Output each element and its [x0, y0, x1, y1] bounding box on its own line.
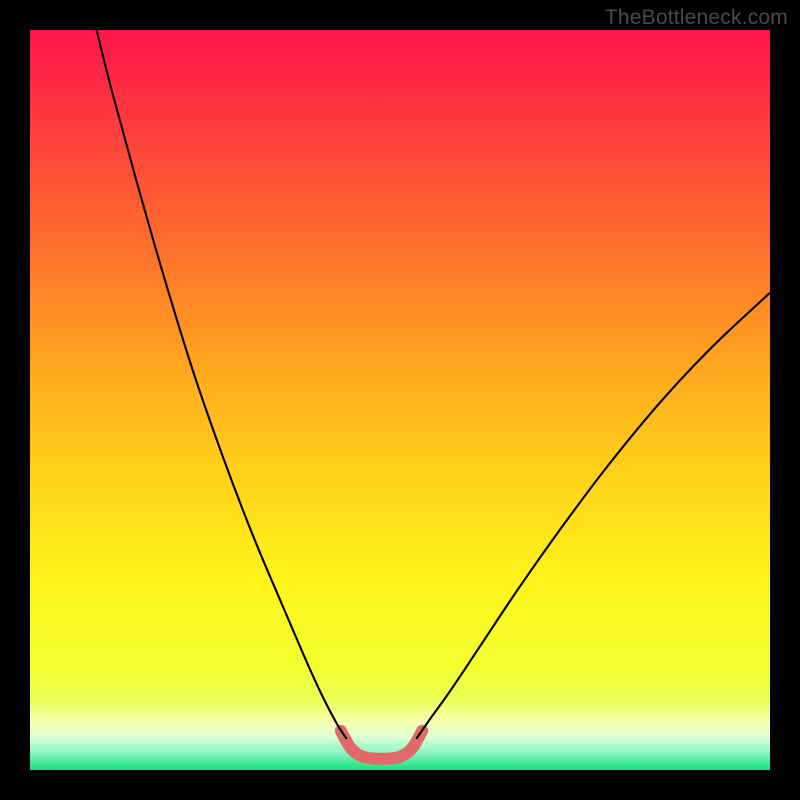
- figure-root: TheBottleneck.com: [0, 0, 800, 800]
- plot-area-gradient: [30, 30, 770, 770]
- watermark-text: TheBottleneck.com: [605, 6, 788, 30]
- bottleneck-chart: [0, 0, 800, 800]
